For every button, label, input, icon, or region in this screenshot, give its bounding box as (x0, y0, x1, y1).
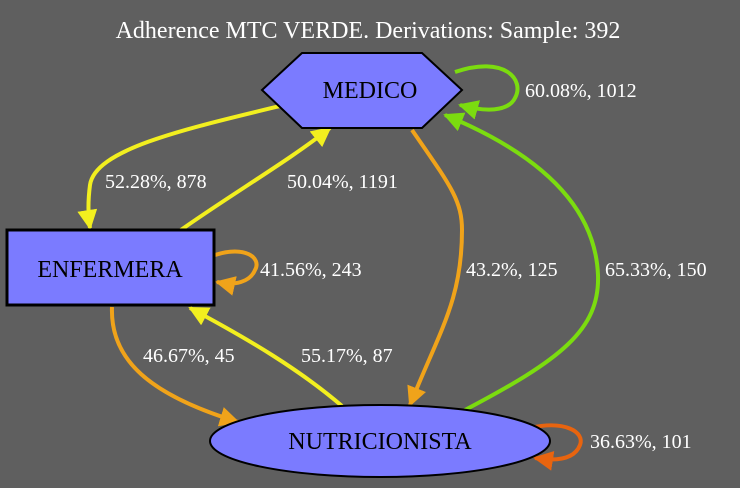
edge-label-nutricionista-self: 36.63%, 101 (590, 431, 692, 453)
edge-label-enfermera-medico: 50.04%, 1191 (287, 171, 398, 193)
edge-label-medico-self: 60.08%, 1012 (525, 80, 637, 102)
node-medico: MEDICO (260, 52, 464, 129)
node-nutricionista-label: NUTRICIONISTA (288, 429, 472, 455)
edge-enfermera-nutricionista (109, 306, 240, 427)
edge-medico-self (454, 64, 520, 120)
edge-enfermera-medico (176, 126, 332, 234)
edge-nutricionista-medico (443, 112, 601, 412)
node-nutricionista: NUTRICIONISTA (209, 404, 551, 478)
edge-label-nutricionista-enfermera: 55.17%, 87 (301, 345, 393, 367)
edge-nutricionista-self (529, 423, 583, 471)
edge-label-enfermera-self: 41.56%, 243 (260, 259, 362, 281)
node-medico-label: MEDICO (323, 78, 418, 104)
edge-nutricionista-enfermera (188, 306, 344, 408)
diagram-title: Adherence MTC VERDE. Derivations: Sample… (116, 18, 621, 44)
node-enfermera-label: ENFERMERA (37, 257, 183, 283)
edge-label-nutricionista-medico: 65.33%, 150 (605, 259, 707, 281)
edge-label-medico-enfermera: 52.28%, 878 (105, 171, 207, 193)
edge-label-enfermera-nutricionista: 46.67%, 45 (143, 345, 235, 367)
edge-medico-nutricionista (407, 128, 465, 407)
edge-medico-enfermera (77, 104, 281, 230)
edge-enfermera-self (214, 249, 259, 296)
node-enfermera: ENFERMERA (5, 228, 216, 307)
edge-label-medico-nutricionista: 43.2%, 125 (466, 259, 558, 281)
